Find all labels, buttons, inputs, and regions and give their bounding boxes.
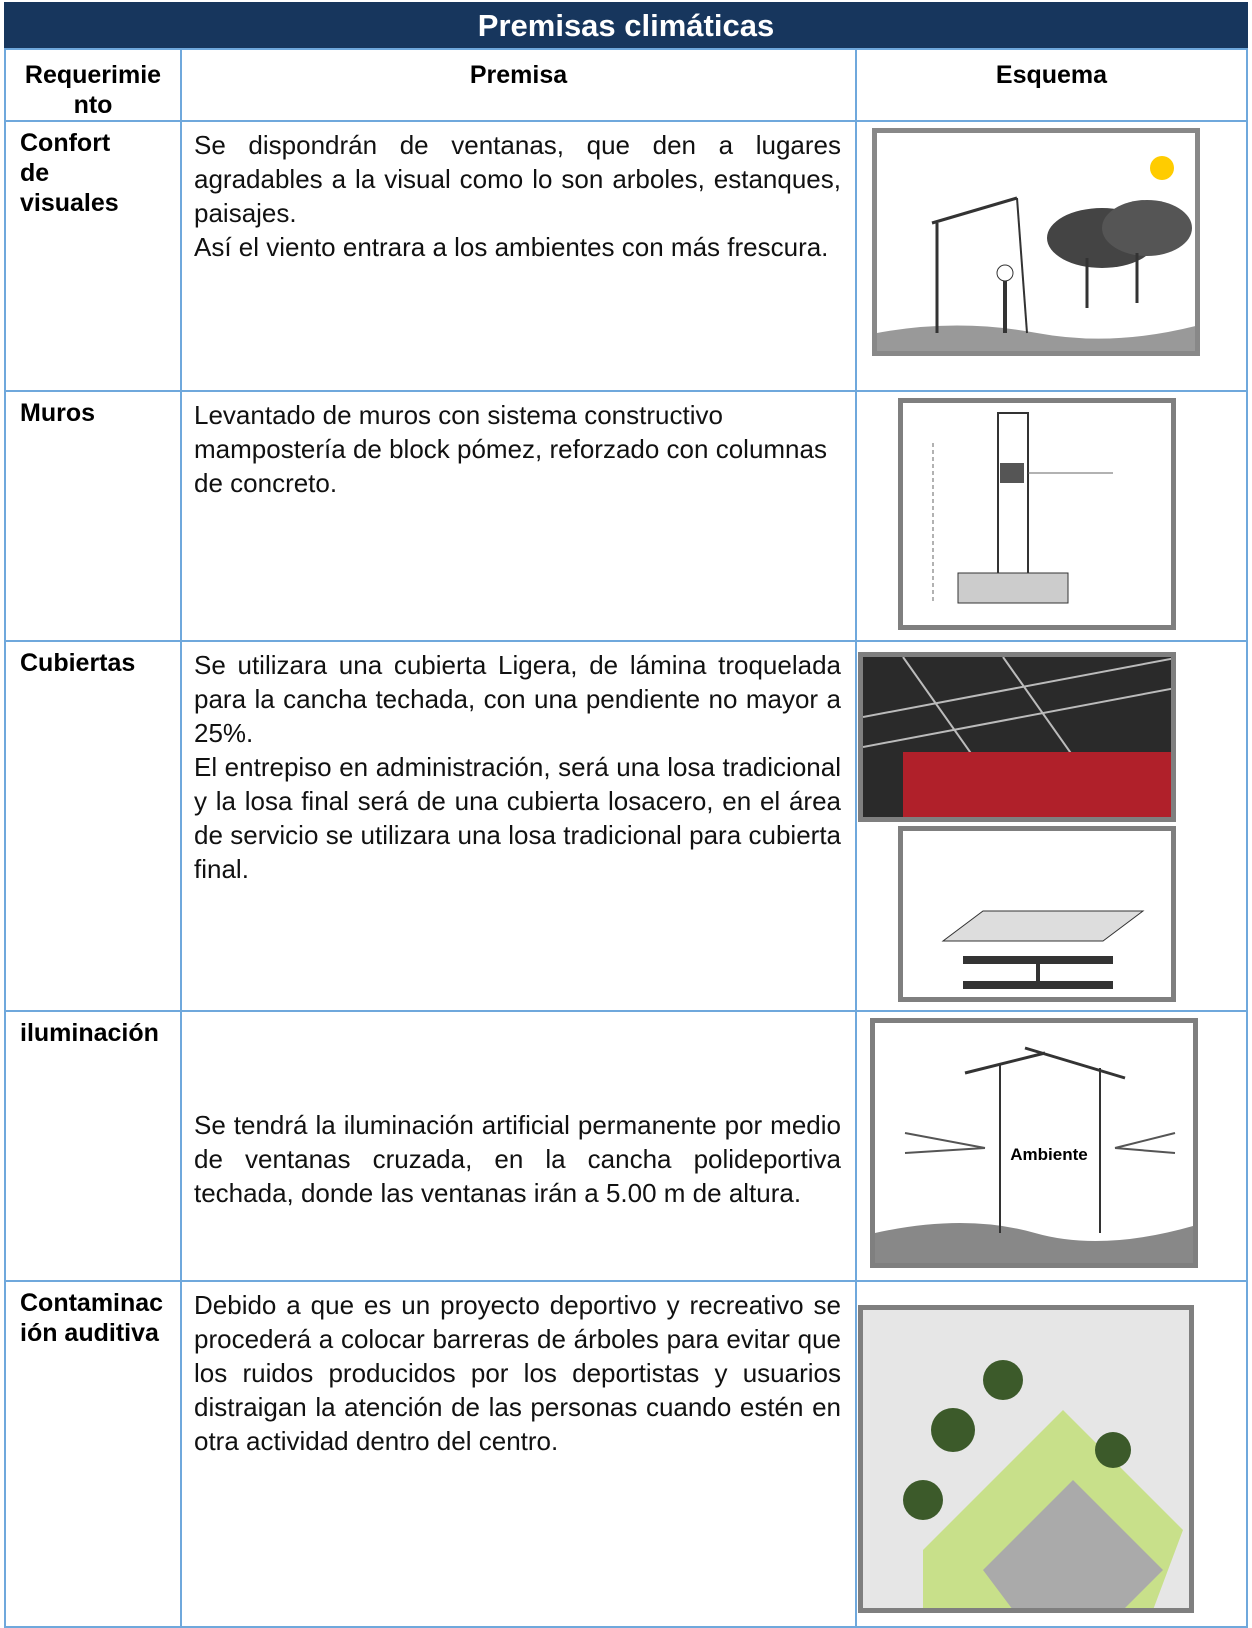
- requirement-text: Confort de visuales: [20, 129, 119, 217]
- premise: Debido a que es un proyecto deportivo y …: [180, 1280, 857, 1628]
- column-header-text: Requerimiento: [24, 61, 162, 119]
- column-header: Esquema: [855, 48, 1248, 122]
- title: Premisas climáticas: [4, 2, 1248, 48]
- premise-text: Así el viento entrara a los ambientes co…: [194, 232, 829, 262]
- sketch-slab: [898, 826, 1176, 1002]
- sketch-ambient: Ambiente: [870, 1018, 1198, 1268]
- requirement: Confort de visuales: [4, 120, 182, 392]
- plan-trees: [858, 1305, 1194, 1613]
- premise-text: El entrepiso en administración, será una…: [194, 752, 841, 884]
- premise-text: Se tendrá la iluminación artificial perm…: [194, 1110, 841, 1208]
- requirement: iluminación: [4, 1010, 182, 1282]
- premise: Levantado de muros con sistema construct…: [180, 390, 857, 642]
- sketch-wall: [898, 398, 1176, 630]
- photo-roof: [858, 652, 1176, 822]
- column-header: Premisa: [180, 48, 857, 122]
- premise: Se tendrá la iluminación artificial perm…: [180, 1010, 857, 1282]
- requirement: Contaminación auditiva: [4, 1280, 182, 1628]
- sketch-label: Ambiente: [1010, 1145, 1087, 1164]
- requirement: Muros: [4, 390, 182, 642]
- sketch-cell: [855, 1280, 1248, 1628]
- premise-text: Se dispondrán de ventanas, que den a lug…: [194, 130, 841, 228]
- sketch-visuals: [872, 128, 1200, 356]
- premise: Se utilizara una cubierta Ligera, de lám…: [180, 640, 857, 1012]
- premise-text: Debido a que es un proyecto deportivo y …: [194, 1290, 841, 1456]
- premise-text: Levantado de muros con sistema construct…: [194, 400, 827, 498]
- requirement: Cubiertas: [4, 640, 182, 1012]
- premise: Se dispondrán de ventanas, que den a lug…: [180, 120, 857, 392]
- column-header: Requerimiento: [4, 48, 182, 122]
- premise-text: Se utilizara una cubierta Ligera, de lám…: [194, 650, 841, 748]
